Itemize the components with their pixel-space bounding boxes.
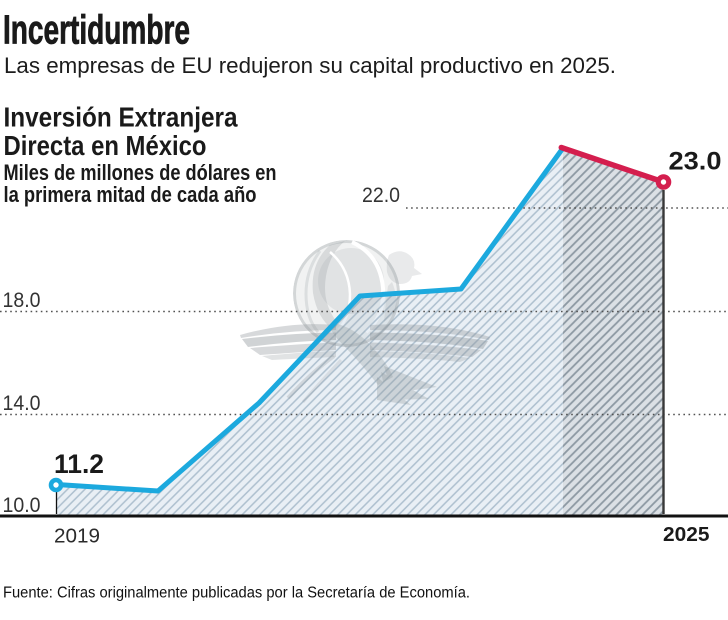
svg-text:23.0: 23.0 <box>669 148 722 176</box>
svg-text:2025: 2025 <box>663 524 710 546</box>
svg-text:la primera mitad de cada año: la primera mitad de cada año <box>4 182 257 207</box>
svg-text:Las empresas de EU redujeron s: Las empresas de EU redujeron su capital … <box>4 53 616 78</box>
svg-text:18.0: 18.0 <box>3 289 41 312</box>
svg-text:Miles de millones de dólares e: Miles de millones de dólares en <box>4 160 277 185</box>
svg-text:Fuente: Cifras originalmente p: Fuente: Cifras originalmente publicadas … <box>3 585 470 602</box>
svg-text:2019: 2019 <box>54 526 100 548</box>
svg-text:Inversión Extranjera: Inversión Extranjera <box>4 102 238 133</box>
svg-text:22.0: 22.0 <box>362 184 400 207</box>
svg-text:Directa en México: Directa en México <box>4 130 207 161</box>
svg-text:11.2: 11.2 <box>54 449 104 479</box>
svg-text:Incertidumbre: Incertidumbre <box>3 7 190 53</box>
svg-text:10.0: 10.0 <box>3 494 41 517</box>
svg-text:14.0: 14.0 <box>3 392 41 415</box>
